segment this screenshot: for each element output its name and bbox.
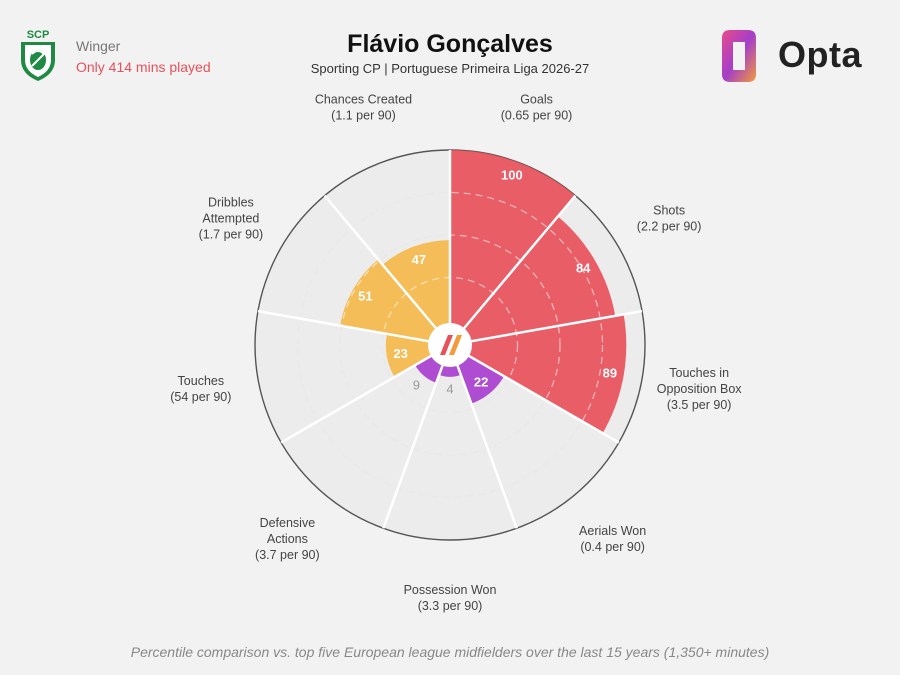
club-badge-icon: SCP xyxy=(21,29,55,81)
player-name-title: Flávio Gonçalves xyxy=(347,30,553,58)
radar-value-label: 89 xyxy=(603,366,617,381)
radar-value-label: 9 xyxy=(413,378,420,393)
radar-spoke xyxy=(323,194,451,346)
radar-spoke xyxy=(257,309,451,347)
radar-value-label: 100 xyxy=(501,167,523,182)
metric-label-touches: Touches (54 per 90) xyxy=(170,374,231,404)
radar-center-disc xyxy=(428,323,472,367)
metric-label-shots: Shots (2.2 per 90) xyxy=(637,204,702,234)
radar-value-label: 23 xyxy=(393,346,407,361)
chart-subtitle: Sporting CP | Portuguese Primeira Liga 2… xyxy=(310,61,590,76)
radar-bar-goals xyxy=(450,150,576,345)
radar-value-label: 22 xyxy=(474,375,488,390)
radar-value-label: 4 xyxy=(446,381,453,396)
radar-bar-chances-created xyxy=(382,240,450,345)
opta-mark-icon xyxy=(440,335,462,355)
radar-spoke xyxy=(449,194,577,346)
radar-spoke xyxy=(448,344,518,529)
metric-label-aerials-won: Aerials Won (0.4 per 90) xyxy=(579,524,646,554)
minutes-played-note: Only 414 mins played xyxy=(76,59,211,75)
metric-label-possession-won: Possession Won (3.3 per 90) xyxy=(404,583,497,613)
metric-label-goals: Goals (0.65 per 90) xyxy=(501,92,573,122)
metric-label-dribbles-attempted: Dribbles Attempted (1.7 per 90) xyxy=(199,196,264,242)
radar-value-label: 51 xyxy=(358,289,372,304)
radar-spoke xyxy=(280,343,451,444)
opta-brand-text: Opta xyxy=(778,34,863,75)
radar-spoke xyxy=(382,344,452,529)
radar-spoke xyxy=(449,309,643,347)
radar-spoke xyxy=(449,343,620,444)
footer-note: Percentile comparison vs. top five Europ… xyxy=(130,644,770,660)
metric-label-defensive-actions: Defensive Actions (3.7 per 90) xyxy=(255,516,320,562)
radar-grid-ring-overlay xyxy=(296,191,604,499)
player-position: Winger xyxy=(76,38,121,54)
club-badge-text: SCP xyxy=(27,29,50,41)
radar-value-label: 47 xyxy=(412,252,426,267)
metric-label-chances-created: Chances Created (1.1 per 90) xyxy=(315,92,412,122)
opta-logo-icon xyxy=(722,30,756,82)
radar-bar-touches-in-opposition-box xyxy=(450,314,627,434)
metric-label-touches-in-opposition-box: Touches in Opposition Box (3.5 per 90) xyxy=(657,366,743,412)
radar-bar-shots xyxy=(450,216,616,345)
radar-bar-dribbles-attempted xyxy=(339,259,450,345)
radar-value-label: 84 xyxy=(576,261,591,276)
